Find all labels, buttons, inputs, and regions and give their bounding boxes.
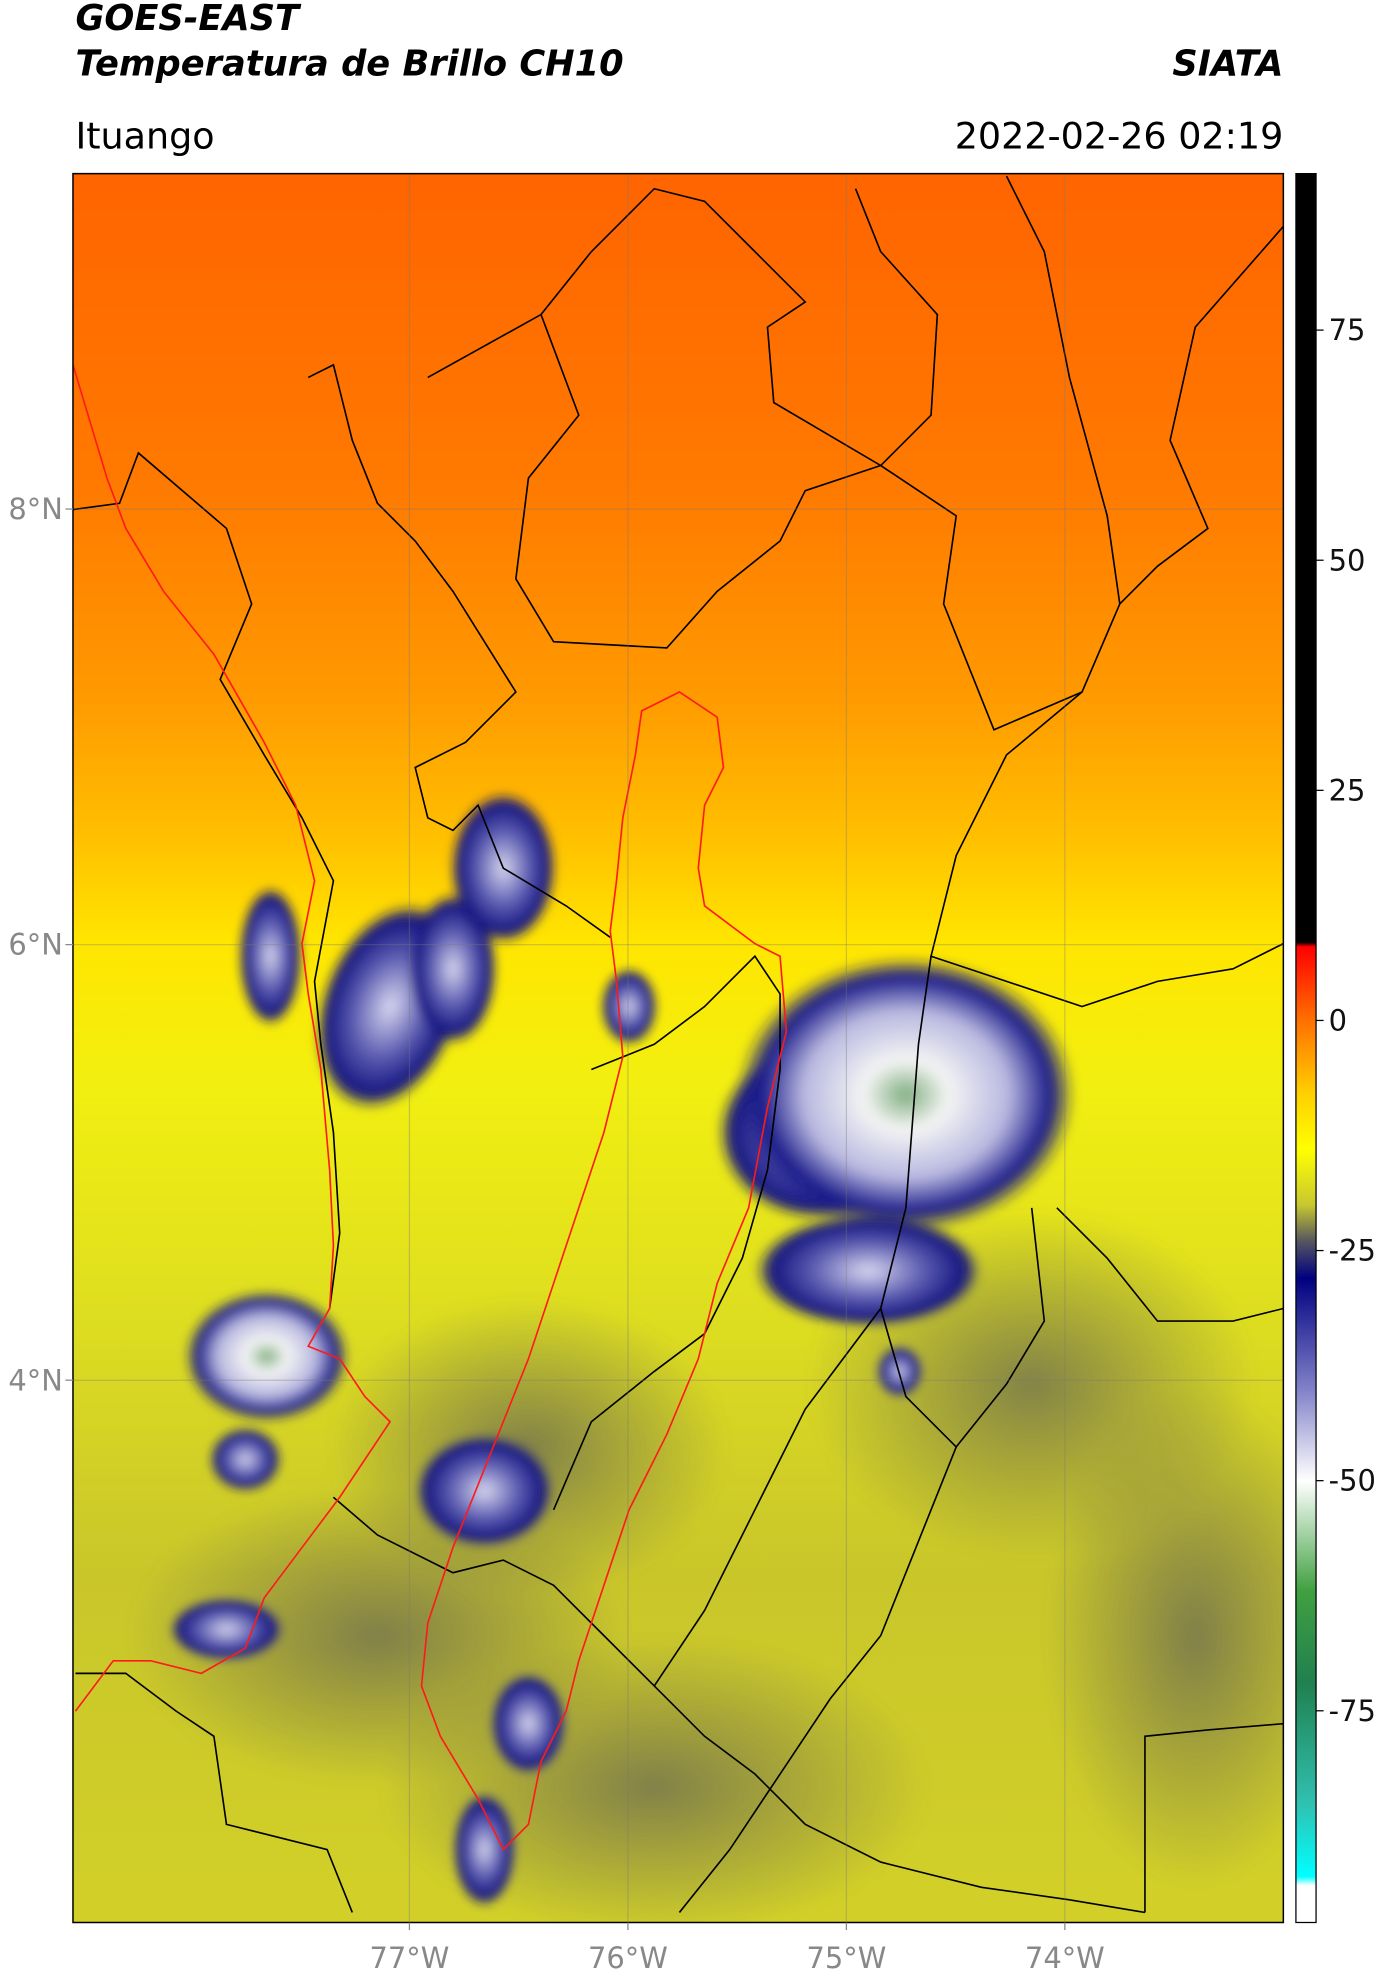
source: SIATA	[1172, 43, 1283, 84]
map-image	[72, 173, 1284, 1923]
colorbar-label: -50	[1329, 1464, 1376, 1498]
cloud-field	[125, 792, 1284, 1923]
timestamp: 2022-02-26 02:19	[955, 114, 1284, 157]
title: Temperatura de Brillo CH10	[75, 43, 623, 84]
colorbar-label: 50	[1329, 543, 1366, 577]
lon-label: 77°W	[369, 1941, 449, 1975]
title: GOES-EAST	[75, 0, 302, 39]
lat-label: 8°N	[8, 492, 63, 526]
lat-label: 6°N	[8, 928, 63, 962]
graticule	[72, 173, 1284, 1923]
lon-label: 75°W	[806, 1941, 886, 1975]
colorbar-label: -25	[1329, 1234, 1376, 1268]
coastline	[72, 364, 788, 1851]
region: Ituango	[75, 114, 214, 157]
colorbar-label: -75	[1329, 1694, 1376, 1728]
colorbar-label: 75	[1329, 313, 1366, 347]
colorbar-label: 25	[1329, 773, 1366, 807]
lon-label: 74°W	[1025, 1941, 1105, 1975]
colorbar-label: 0	[1329, 1004, 1347, 1038]
lon-label: 76°W	[588, 1941, 668, 1975]
lat-label: 4°N	[8, 1363, 63, 1397]
colorbar	[1295, 172, 1317, 1924]
map-frame	[72, 172, 1285, 1924]
admin-borders	[72, 175, 1284, 1914]
